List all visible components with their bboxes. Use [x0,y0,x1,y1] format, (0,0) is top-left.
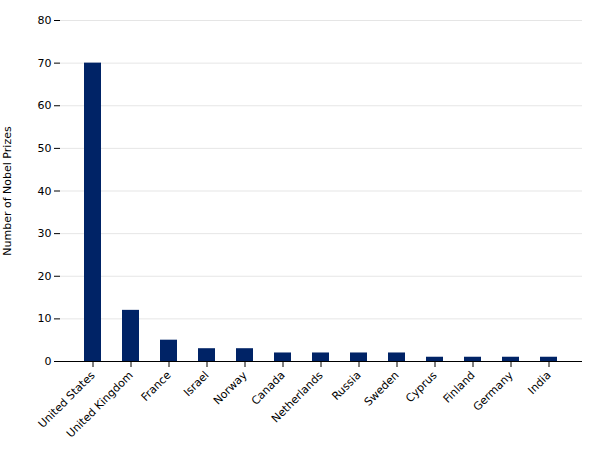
svg-text:Sweden: Sweden [362,369,402,409]
svg-text:United States: United States [35,368,98,431]
svg-text:10: 10 [38,312,52,325]
svg-text:30: 30 [38,227,52,240]
svg-text:Canada: Canada [249,369,288,408]
svg-text:United Kingdom: United Kingdom [64,369,136,441]
svg-text:Germany: Germany [471,368,516,413]
svg-text:40: 40 [38,185,52,198]
svg-text:Cyprus: Cyprus [403,369,440,406]
svg-text:50: 50 [38,142,52,155]
svg-text:India: India [525,369,553,397]
svg-text:Number of Nobel Prizes: Number of Nobel Prizes [1,126,14,256]
svg-text:0: 0 [45,355,52,368]
svg-text:France: France [139,369,174,404]
svg-text:80: 80 [38,14,52,27]
svg-text:60: 60 [38,99,52,112]
svg-text:70: 70 [38,57,52,70]
svg-text:Russia: Russia [329,369,363,403]
svg-text:Finland: Finland [441,369,478,406]
svg-text:Norway: Norway [211,368,250,407]
svg-text:Israel: Israel [181,369,211,399]
svg-text:20: 20 [38,270,52,283]
svg-text:Netherlands: Netherlands [269,369,326,426]
